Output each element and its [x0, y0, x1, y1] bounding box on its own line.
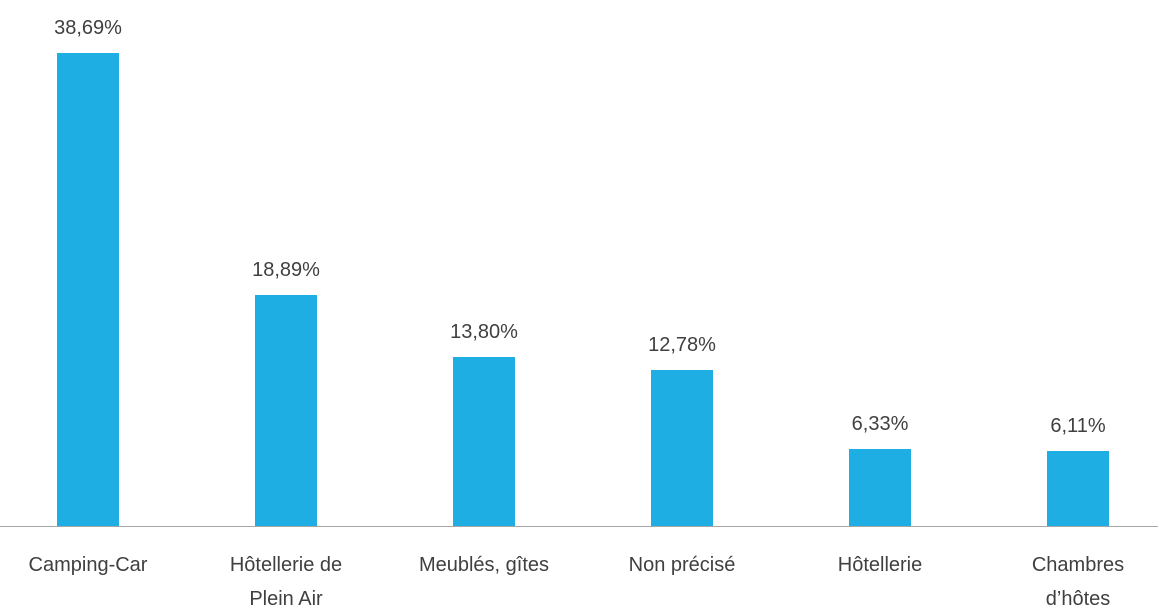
bar [57, 53, 119, 526]
data-label: 38,69% [54, 17, 122, 39]
data-label: 13,80% [450, 321, 518, 344]
x-tick-label: Camping-Car [28, 554, 148, 576]
data-label: 12,78% [648, 333, 716, 356]
x-tick-label: Meublés, gîtes [418, 554, 550, 576]
data-label: 6,33% [851, 412, 909, 435]
bar [255, 295, 317, 526]
bar [453, 357, 515, 526]
x-tick-label: Hôtellerie [837, 554, 923, 576]
x-tick-label: Non précisé [628, 554, 736, 576]
data-label: 18,89% [252, 259, 320, 282]
x-tick-label: Hôtellerie de Plein Air [229, 554, 343, 609]
data-label: 6,11% [1050, 415, 1106, 438]
x-axis [0, 526, 1158, 527]
x-tick-label: Chambres d’hôtes [1031, 554, 1125, 609]
bar [1047, 451, 1109, 526]
bar [651, 369, 713, 526]
bar [849, 448, 911, 526]
